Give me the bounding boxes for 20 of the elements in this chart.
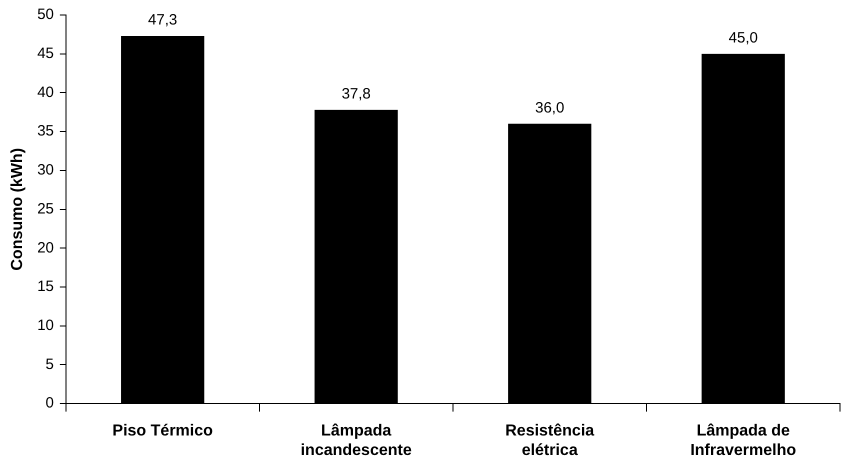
x-tick-label: Resistência elétrica [505,422,594,459]
data-label: 36,0 [535,99,564,116]
y-tick-label: 40 [37,84,54,101]
y-tick-label: 25 [37,200,54,218]
y-tick-label: 30 [37,162,54,179]
y-tick-label: 45 [37,45,54,62]
y-tick-label: 5 [46,356,54,373]
y-tick-label: 10 [37,317,54,334]
data-label: 45,0 [728,30,758,46]
y-axis-title: Consumo (kWh) [9,148,26,271]
x-tick-label: Lâmpada incandescente [300,422,412,459]
y-tick-label: 0 [46,394,54,412]
y-tick-label: 15 [37,278,54,296]
y-tick-label: 35 [37,122,54,140]
data-label: 37,8 [342,85,371,102]
data-label: 47,3 [148,12,178,29]
y-tick-label: 20 [37,239,54,256]
x-tick-label: Lâmpada de Infravermelho [690,422,796,459]
y-tick-label: 50 [37,6,54,24]
x-tick-label: Piso Térmico [112,422,214,440]
